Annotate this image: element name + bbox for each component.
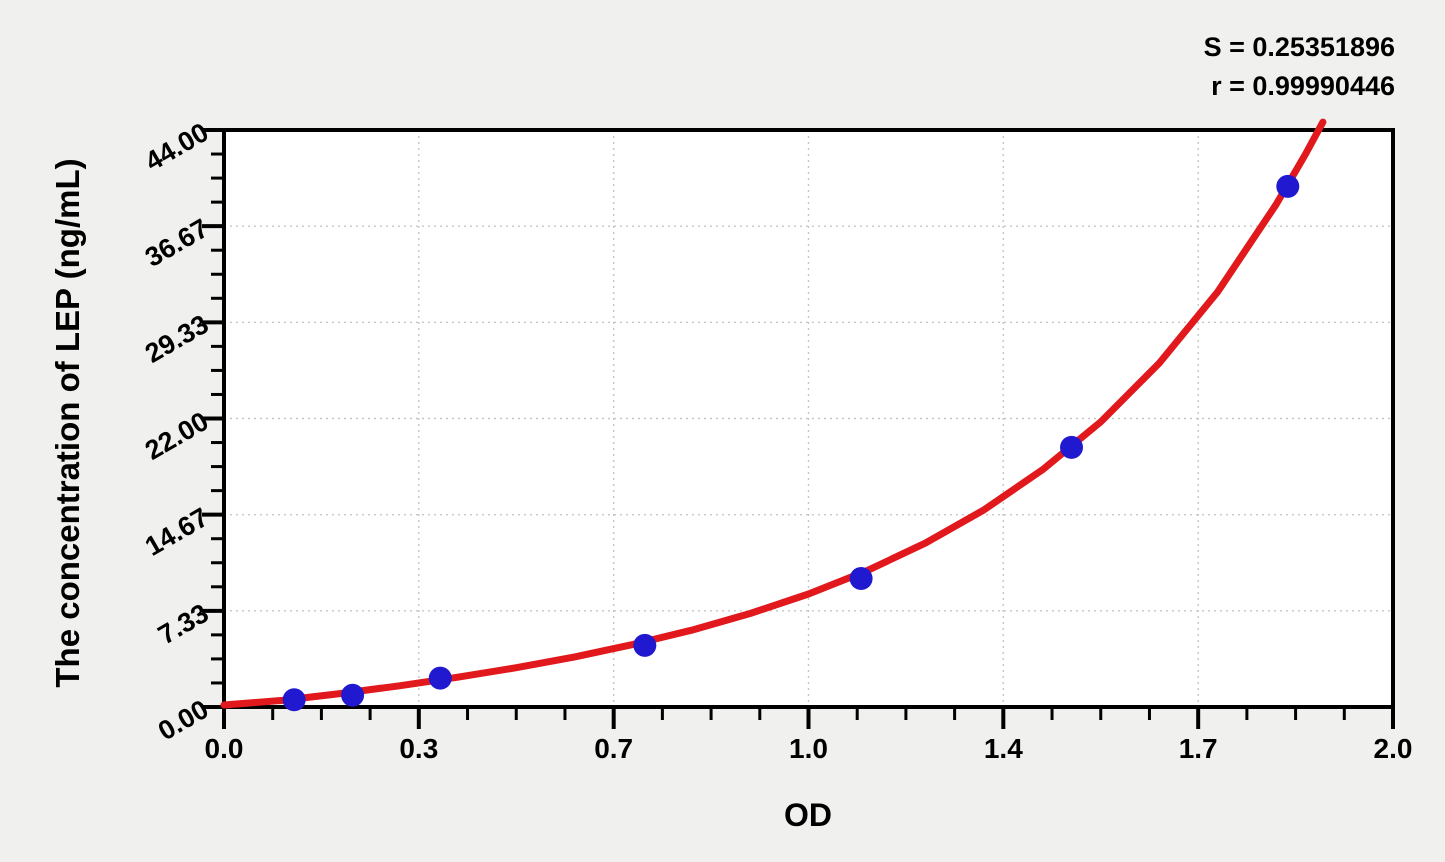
x-tick-label: 0.3 — [399, 733, 439, 764]
data-point — [428, 666, 452, 690]
x-tick-label: 1.0 — [789, 733, 828, 764]
x-tick-label: 0.7 — [594, 733, 634, 764]
x-axis-title: OD — [784, 797, 832, 833]
stat-r-value: r = 0.99990446 — [1211, 71, 1395, 101]
data-point — [1276, 174, 1300, 198]
data-point — [1060, 435, 1084, 459]
stat-s-value: S = 0.25351896 — [1203, 32, 1395, 62]
x-tick-label: 0.0 — [204, 733, 244, 764]
x-tick-label: 2.0 — [1373, 733, 1413, 764]
data-point — [633, 633, 657, 657]
x-tick-label: 1.7 — [1178, 733, 1218, 764]
data-point — [341, 683, 365, 707]
fit-curve — [220, 118, 1327, 709]
data-point — [849, 566, 873, 590]
x-tick-label: 1.4 — [983, 733, 1023, 764]
fit-statistics: S = 0.25351896 r = 0.99990446 — [1204, 28, 1395, 106]
data-point — [282, 688, 306, 712]
y-axis-title: The concentration of LEP (ng/mL) — [49, 158, 86, 688]
